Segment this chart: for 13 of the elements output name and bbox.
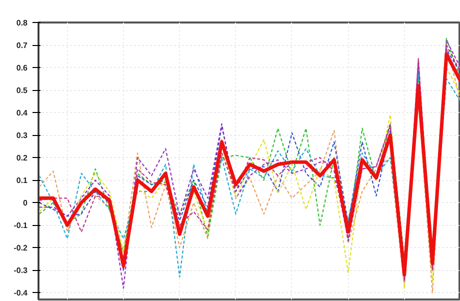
y-tick-label: 0.5 [16, 86, 28, 96]
y-tick-label: -0.1 [14, 221, 28, 230]
y-tick-label: 0.3 [16, 131, 28, 140]
y-tick-label: 0 [23, 198, 28, 208]
y-tick-label: 0.8 [16, 18, 28, 28]
y-tick-label: -0.4 [14, 288, 28, 298]
y-tick-label: 0.4 [16, 108, 28, 118]
y-tick-label: 0.1 [16, 176, 28, 186]
y-tick-label: -0.2 [14, 244, 28, 253]
y-tick-label: -0.3 [14, 266, 28, 276]
y-tick-label: 0.6 [16, 64, 28, 73]
y-tick-label: 0.2 [16, 154, 28, 163]
y-tick-label: 0.7 [16, 41, 28, 50]
